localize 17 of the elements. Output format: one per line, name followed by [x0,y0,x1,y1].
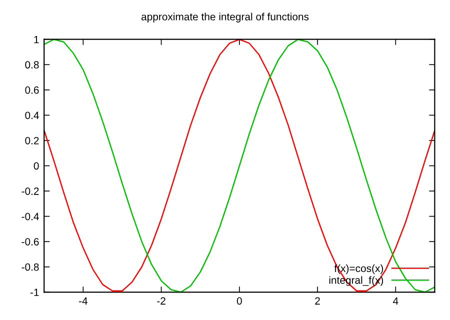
y-tick-label: -1 [30,288,39,296]
y-tick-label: 0 [34,162,39,170]
y-tick-label: -0.2 [22,188,39,195]
y-tick-label: -0.8 [22,263,39,271]
x-tick-label: 4 [392,297,398,305]
y-tick-label: 0.6 [25,86,39,94]
chart-title: approximate the integral of functions [141,12,309,22]
x-tick-label: -4 [78,297,88,305]
y-tick-label: 1 [34,36,39,44]
x-tick-label: -2 [157,297,166,305]
y-tick-label: 0.2 [25,136,39,144]
x-tick-label: 0 [236,297,242,305]
y-tick-label: -0.4 [22,212,39,220]
y-tick-label: -0.6 [22,238,39,246]
y-tick-label: 0.8 [25,61,39,69]
x-tick-label: 2 [315,297,320,305]
y-tick-label: 0.4 [25,112,39,120]
